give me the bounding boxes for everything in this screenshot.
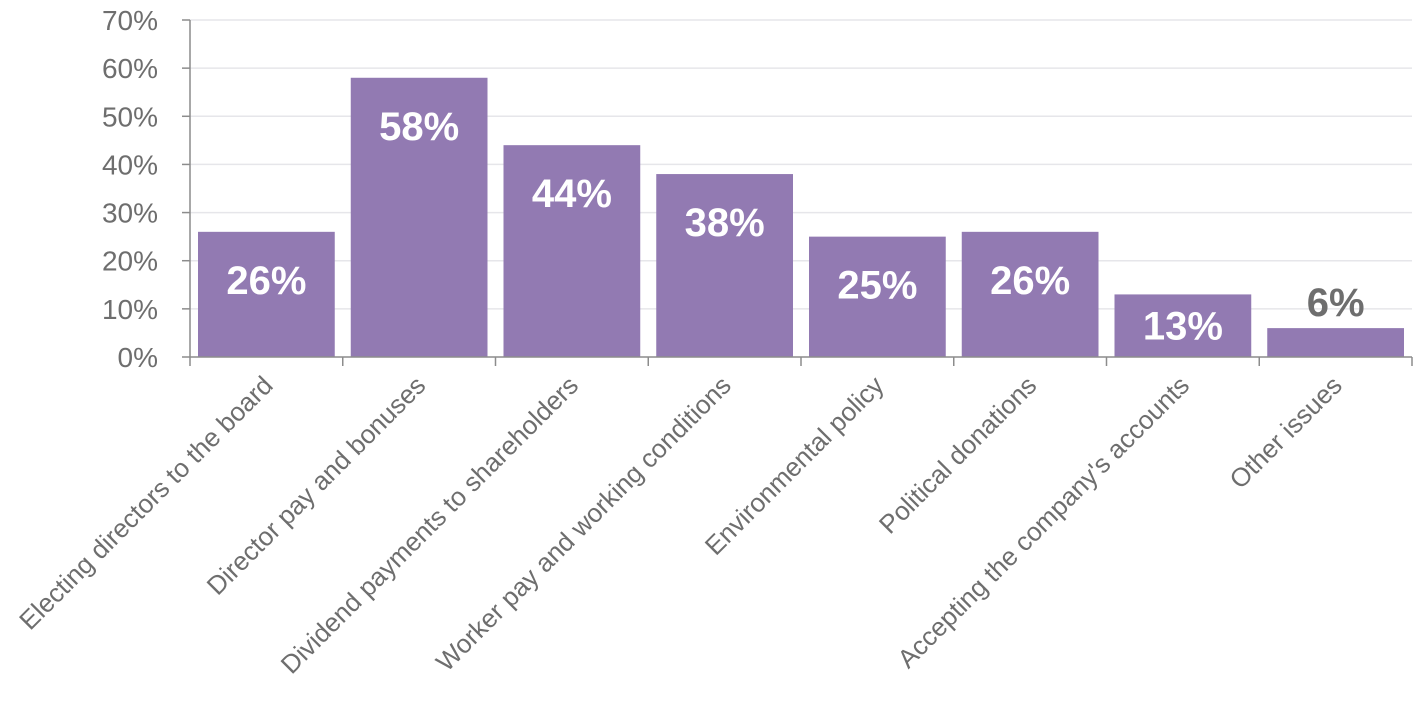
y-axis-tick-label: 30% [102, 198, 158, 229]
y-axis-tick-label: 0% [118, 342, 158, 373]
y-axis-tick-label: 50% [102, 101, 158, 132]
data-label: 26% [990, 259, 1070, 303]
y-axis-tick-labels: 0% 10% 20% 30% 40% 50% 60% 70% [102, 5, 158, 373]
data-label: 26% [226, 259, 306, 303]
x-axis-tick-label: Other issues [1223, 370, 1347, 494]
bar [656, 174, 793, 357]
x-axis-tick-label: Electing directors to the board [13, 370, 278, 635]
bar [198, 231, 335, 357]
bar [350, 77, 488, 358]
x-axis-tick-label: Dividend payments to shareholders [275, 370, 584, 679]
x-axis-tick-label: Worker pay and working conditions [430, 370, 737, 677]
data-label: 6% [1307, 281, 1365, 325]
x-axis-tick-label: Political donations [873, 370, 1042, 539]
data-label: 38% [685, 201, 765, 245]
y-axis-tick-label: 60% [102, 53, 158, 84]
y-axis-tick-label: 70% [102, 5, 158, 36]
bar [503, 145, 641, 357]
y-axis-tick-label: 20% [102, 246, 158, 277]
data-label: 25% [837, 264, 917, 308]
bars [198, 77, 1404, 358]
y-axis-tick-label: 40% [102, 149, 158, 180]
bar [1267, 328, 1404, 357]
bar [961, 231, 1099, 357]
data-label: 58% [379, 105, 459, 149]
bar [1114, 294, 1252, 357]
x-axis-tick-labels: Electing directors to the boardDirector … [13, 370, 1348, 679]
data-labels: 26% 58% 44% 38% 25% 26% 13% 6% [226, 105, 1364, 349]
x-axis-tick-label: Accepting the company's accounts [891, 370, 1195, 674]
y-axis-tick-label: 10% [102, 294, 158, 325]
data-label: 44% [532, 172, 612, 216]
axes [182, 19, 1413, 366]
data-label: 13% [1143, 305, 1223, 349]
bar [809, 236, 946, 357]
